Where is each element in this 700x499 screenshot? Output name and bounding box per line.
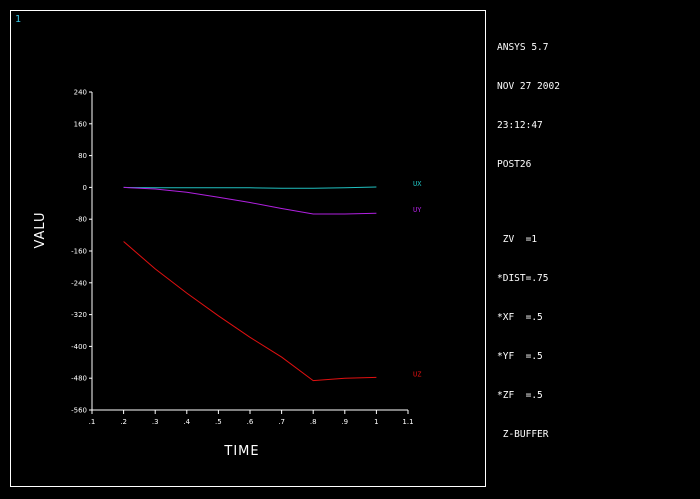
tick-labels: 240 160 80 0 -80 -160 -240 -320 -400 -480 -560.1 .2…: [71, 89, 413, 427]
y-tick-label: 240: [74, 89, 87, 97]
series-line-ux: [123, 186, 377, 189]
info-line: *YF =.5: [497, 351, 543, 362]
x-tick-label: .8: [310, 418, 317, 426]
x-tick-label: 1: [374, 418, 378, 426]
series-label-uy: UY: [413, 206, 422, 214]
info-line: NOV 27 2002: [497, 81, 560, 92]
y-tick-label: -240: [71, 279, 87, 287]
y-tick-label: -400: [71, 343, 87, 351]
series-line-uz: [123, 241, 377, 382]
x-axis-title: TIME: [223, 444, 259, 459]
info-line: 23:12:47: [497, 120, 543, 131]
x-tick-label: .5: [215, 418, 222, 426]
series-lines: [123, 186, 377, 382]
info-line: *XF =.5: [497, 312, 543, 323]
y-tick-label: 80: [78, 152, 87, 160]
y-axis-title: VALU: [33, 211, 48, 248]
series-label-uz: UZ: [413, 370, 421, 378]
y-tick-label: 160: [74, 120, 87, 128]
info-line: *ZF =.5: [497, 390, 543, 401]
x-tick-label: .3: [152, 418, 159, 426]
x-tick-label: .6: [247, 418, 254, 426]
info-line: Z-BUFFER: [497, 429, 549, 440]
info-line: ANSYS 5.7: [497, 42, 549, 53]
info-line: ZV =1: [497, 234, 538, 245]
x-tick-label: .1: [89, 418, 96, 426]
y-tick-label: -560: [71, 407, 87, 415]
y-tick-label: -160: [71, 248, 87, 256]
x-tick-label: .9: [341, 418, 348, 426]
info-line: *DIST=.75: [497, 273, 549, 284]
y-tick-label: 0: [83, 184, 87, 192]
x-tick-label: .7: [278, 418, 285, 426]
x-tick-label: .4: [183, 418, 190, 426]
y-tick-label: -320: [71, 311, 87, 319]
series-label-ux: UX: [413, 180, 422, 188]
plot-frame: 1: [10, 10, 486, 487]
series-labels: UX UY UZ: [413, 180, 422, 378]
y-tick-label: -480: [71, 375, 87, 383]
y-tick-label: -80: [76, 216, 87, 224]
x-tick-label: .2: [120, 418, 127, 426]
info-line: POST26: [497, 159, 532, 170]
axes: [89, 91, 409, 414]
series-line-uy: [123, 186, 377, 215]
info-panel: ANSYS 5.7 NOV 27 2002 23:12:47 POST26 ZV…: [497, 15, 560, 454]
window-number: 1: [15, 14, 22, 25]
x-tick-label: 1.1: [402, 418, 413, 426]
